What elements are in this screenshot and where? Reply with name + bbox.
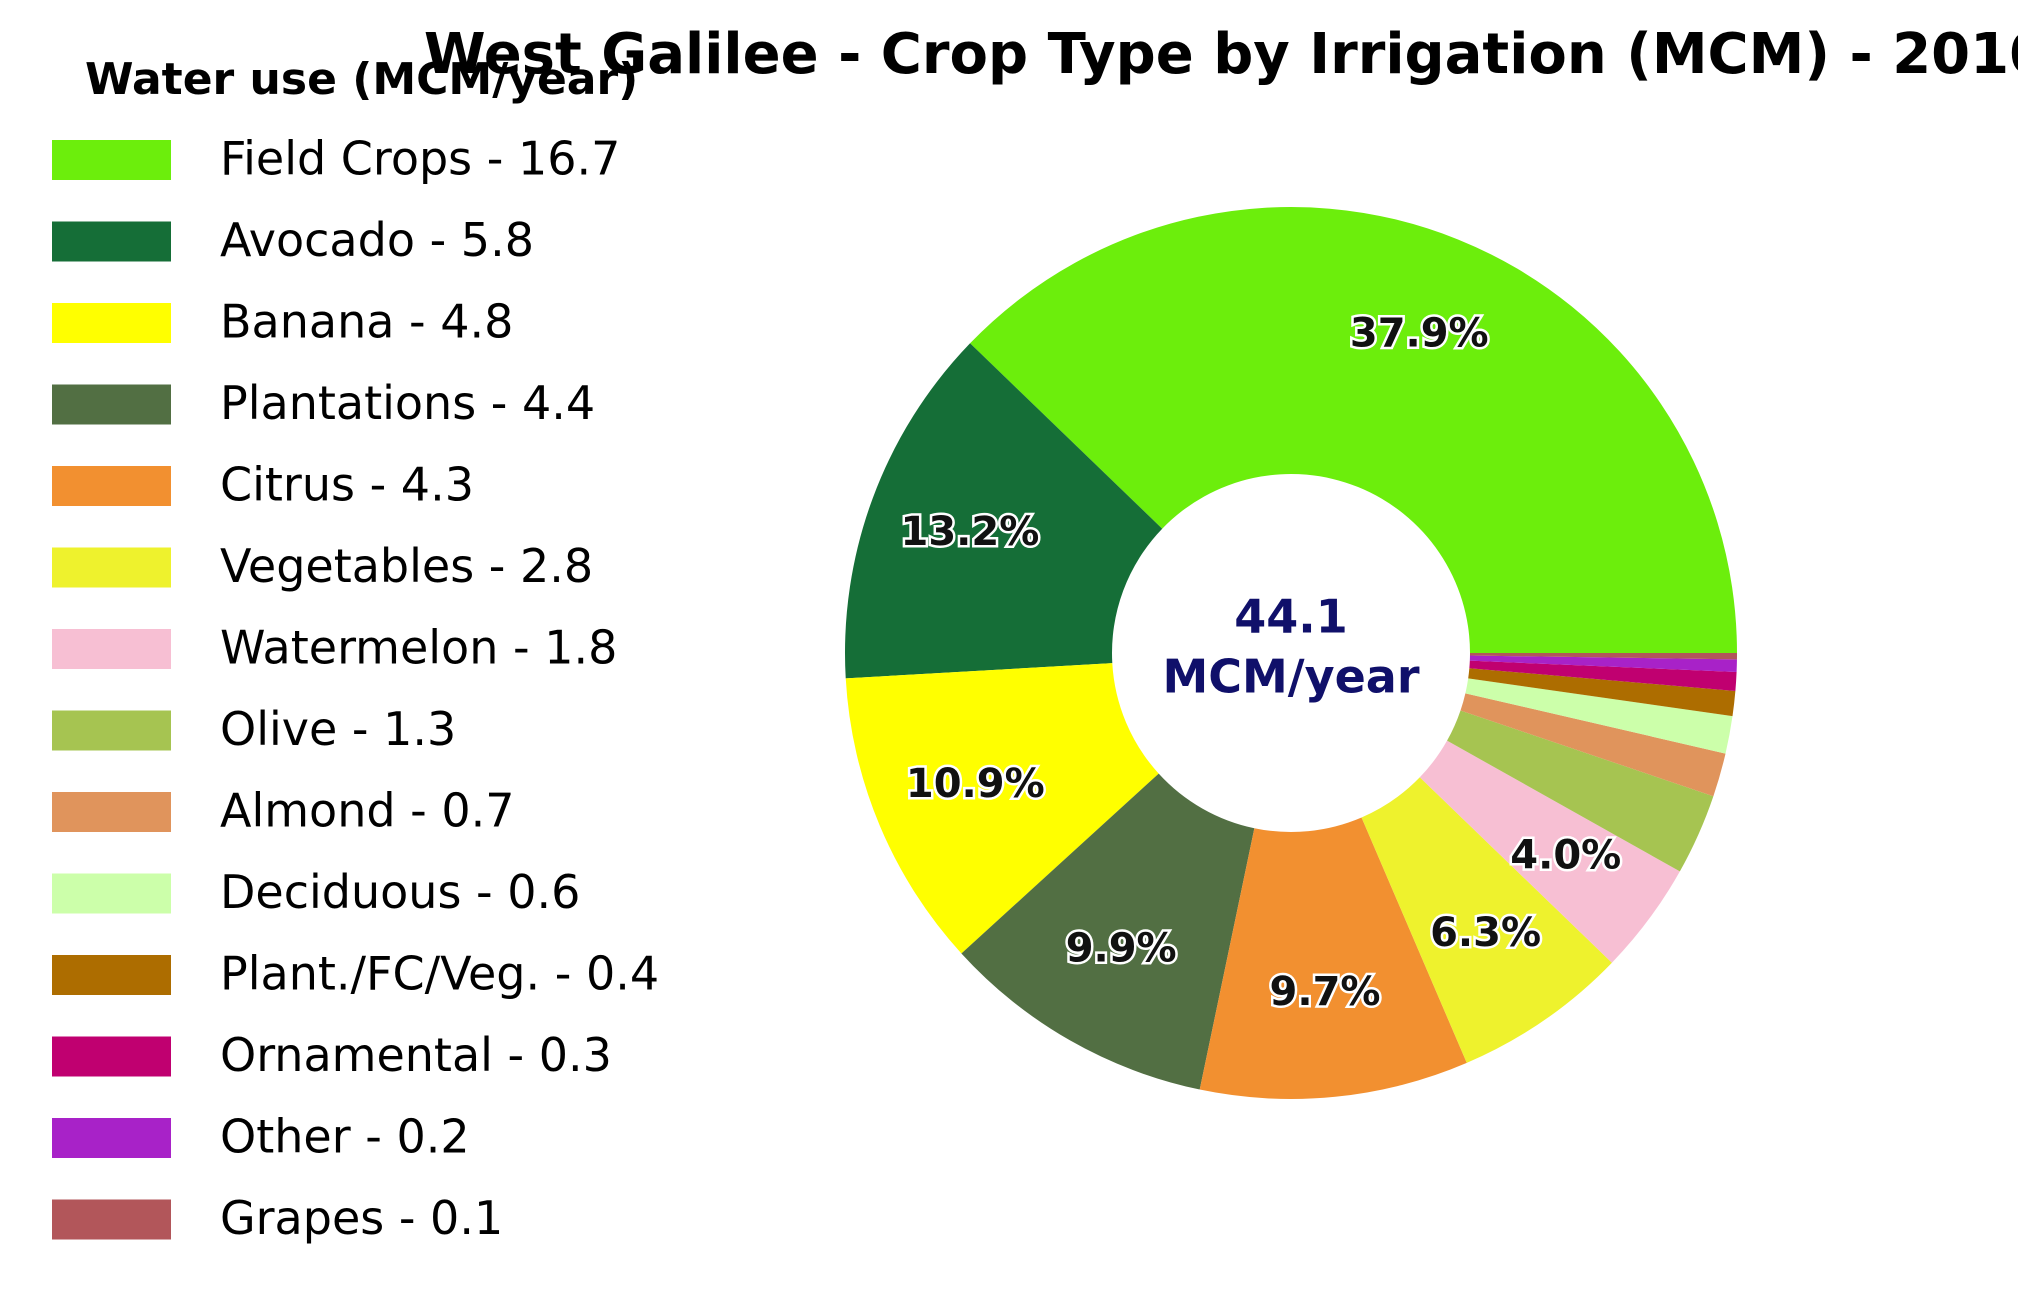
pie-slice <box>1469 660 1737 691</box>
slice-label: 9.9% <box>1066 925 1177 971</box>
pie-slice <box>1468 668 1736 717</box>
legend-label: Field Crops - 16.7 <box>220 132 620 186</box>
legend-swatch <box>52 303 171 343</box>
pie-slice <box>970 207 1737 654</box>
legend-swatch <box>52 547 171 588</box>
pie-slice <box>1361 777 1612 1063</box>
legend-swatch <box>52 955 171 995</box>
legend-swatch <box>52 710 171 751</box>
legend-swatch <box>52 873 171 914</box>
legend-label: Banana - 4.8 <box>220 295 513 349</box>
pie-slice <box>1469 653 1737 660</box>
slice-label: 13.2% <box>901 509 1040 555</box>
legend-label: Vegetables - 2.8 <box>220 539 593 593</box>
legend-swatch <box>52 384 171 425</box>
legend-swatch <box>52 1036 171 1077</box>
legend-label: Watermelon - 1.8 <box>220 621 617 675</box>
legend-swatch <box>52 629 171 669</box>
pie-slice <box>1419 740 1680 963</box>
legend-title: Water use (MCM/year) <box>85 54 638 105</box>
legend-swatch <box>52 792 171 832</box>
legend-label: Deciduous - 0.6 <box>220 865 580 919</box>
pie-slice <box>1199 817 1467 1099</box>
pie-slice <box>1447 710 1714 872</box>
pie-slice <box>845 343 1163 679</box>
legend-swatch <box>52 1118 171 1158</box>
slice-label: 4.0% <box>1510 832 1621 878</box>
legend-label: Ornamental - 0.3 <box>220 1028 612 1082</box>
slice-label: 37.9% <box>1350 310 1489 356</box>
legend-label: Olive - 1.3 <box>220 702 456 756</box>
chart-title: West Galilee - Crop Type by Irrigation (… <box>424 22 2018 87</box>
pie-slice <box>1469 655 1737 673</box>
pie-slice <box>1460 693 1726 797</box>
legend-label: Almond - 0.7 <box>220 784 515 838</box>
legend-label: Plantations - 4.4 <box>220 376 595 430</box>
pie-slice <box>1465 678 1733 754</box>
legend-label: Plant./FC/Veg. - 0.4 <box>220 947 659 1001</box>
legend-label: Avocado - 5.8 <box>220 213 534 267</box>
legend-label: Grapes - 0.1 <box>220 1191 503 1245</box>
slice-label: 10.9% <box>906 761 1045 807</box>
legend-label: Other - 0.2 <box>220 1110 470 1164</box>
center-label: 44.1 <box>1234 590 1348 644</box>
legend-label: Citrus - 4.3 <box>220 458 474 512</box>
pie-slice <box>961 773 1255 1090</box>
center-label: MCM/year <box>1162 650 1419 704</box>
slice-label: 6.3% <box>1430 910 1541 956</box>
pie-slice <box>845 663 1159 954</box>
legend-swatch <box>52 221 171 262</box>
legend-swatch <box>52 140 171 180</box>
legend-swatch <box>52 466 171 506</box>
legend-swatch <box>52 1199 171 1240</box>
slice-label: 9.7% <box>1270 969 1381 1015</box>
